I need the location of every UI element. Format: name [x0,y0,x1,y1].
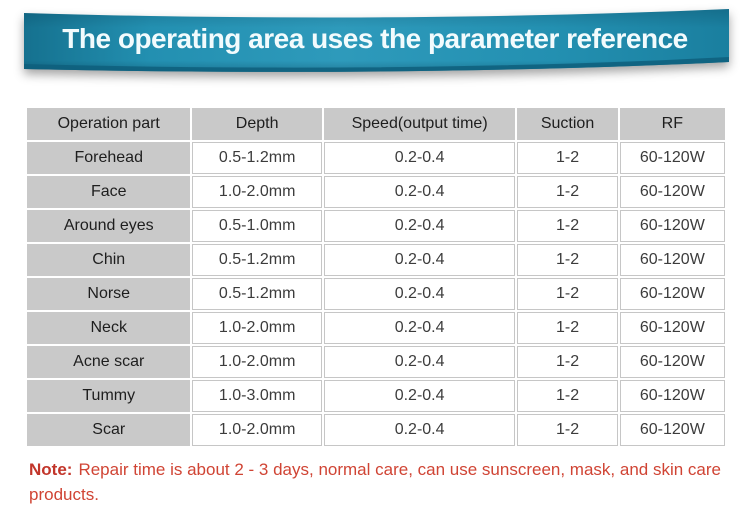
row-value-cell: 0.2-0.4 [323,346,516,378]
row-value-cell: 1-2 [517,414,618,446]
note-text: Repair time is about 2 - 3 days, normal … [29,460,721,504]
row-value-cell: 1.0-3.0mm [192,380,322,412]
row-value-cell: 60-120W [619,312,725,344]
row-label-cell: Tummy [27,380,191,412]
row-label-cell: Acne scar [27,346,191,378]
row-label-cell: Norse [27,278,191,310]
row-value-cell: 1.0-2.0mm [192,312,322,344]
row-value-cell: 0.2-0.4 [323,312,516,344]
table-row: Scar 1.0-2.0mm 0.2-0.4 1-2 60-120W [27,414,725,446]
row-value-cell: 60-120W [619,414,725,446]
parameter-table: Operation part Depth Speed(output time) … [25,106,727,448]
row-value-cell: 1-2 [517,176,618,208]
row-value-cell: 0.5-1.2mm [192,278,322,310]
table-row: Norse 0.5-1.2mm 0.2-0.4 1-2 60-120W [27,278,725,310]
header-speed: Speed(output time) [323,108,516,140]
row-value-cell: 0.2-0.4 [323,176,516,208]
table-row: Neck 1.0-2.0mm 0.2-0.4 1-2 60-120W [27,312,725,344]
row-value-cell: 60-120W [619,210,725,242]
row-label-cell: Around eyes [27,210,191,242]
row-value-cell: 60-120W [619,176,725,208]
table-header-row: Operation part Depth Speed(output time) … [27,108,725,140]
row-value-cell: 0.5-1.2mm [192,244,322,276]
row-value-cell: 60-120W [619,380,725,412]
table-body: Forehead 0.5-1.2mm 0.2-0.4 1-2 60-120W Face 1.… [27,142,725,446]
row-label-cell: Chin [27,244,191,276]
row-value-cell: 60-120W [619,346,725,378]
table-row: Forehead 0.5-1.2mm 0.2-0.4 1-2 60-120W [27,142,725,174]
table-row: Around eyes 0.5-1.0mm 0.2-0.4 1-2 60-120W [27,210,725,242]
row-value-cell: 0.2-0.4 [323,244,516,276]
row-value-cell: 1-2 [517,312,618,344]
table-row: Tummy 1.0-3.0mm 0.2-0.4 1-2 60-120W [27,380,725,412]
table-row: Chin 0.5-1.2mm 0.2-0.4 1-2 60-120W [27,244,725,276]
row-label-cell: Scar [27,414,191,446]
row-label-cell: Face [27,176,191,208]
banner: The operating area uses the parameter re… [0,0,750,90]
row-label-cell: Neck [27,312,191,344]
row-value-cell: 0.2-0.4 [323,210,516,242]
row-value-cell: 1.0-2.0mm [192,346,322,378]
header-rf: RF [619,108,725,140]
row-value-cell: 0.2-0.4 [323,414,516,446]
row-value-cell: 0.5-1.0mm [192,210,322,242]
row-value-cell: 0.2-0.4 [323,380,516,412]
page-title: The operating area uses the parameter re… [62,23,688,54]
table-row: Acne scar 1.0-2.0mm 0.2-0.4 1-2 60-120W [27,346,725,378]
header-suction: Suction [517,108,618,140]
row-value-cell: 1-2 [517,142,618,174]
row-value-cell: 1.0-2.0mm [192,414,322,446]
note-label: Note: [29,460,73,479]
row-value-cell: 1-2 [517,346,618,378]
note: Note: Repair time is about 2 - 3 days, no… [29,457,728,507]
ribbon-shape [24,9,729,72]
row-value-cell: 0.5-1.2mm [192,142,322,174]
row-value-cell: 1.0-2.0mm [192,176,322,208]
row-value-cell: 60-120W [619,278,725,310]
row-value-cell: 1-2 [517,380,618,412]
row-value-cell: 1-2 [517,278,618,310]
row-label-cell: Forehead [27,142,191,174]
header-operation-part: Operation part [27,108,191,140]
table-row: Face 1.0-2.0mm 0.2-0.4 1-2 60-120W [27,176,725,208]
row-value-cell: 1-2 [517,210,618,242]
row-value-cell: 60-120W [619,244,725,276]
header-depth: Depth [192,108,322,140]
row-value-cell: 60-120W [619,142,725,174]
row-value-cell: 0.2-0.4 [323,278,516,310]
row-value-cell: 0.2-0.4 [323,142,516,174]
row-value-cell: 1-2 [517,244,618,276]
